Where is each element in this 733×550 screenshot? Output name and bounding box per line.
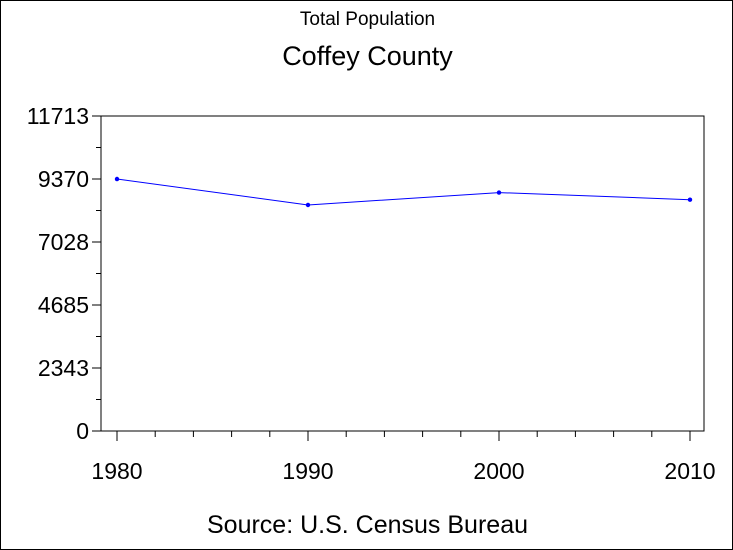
y-tick-label: 7028 xyxy=(38,229,89,255)
x-tick-label: 1990 xyxy=(282,458,333,484)
plot-area xyxy=(100,115,705,432)
x-axis: 1980 1990 2000 2010 xyxy=(91,431,716,484)
y-tick-label: 4685 xyxy=(38,292,89,318)
x-tick-label: 1980 xyxy=(91,458,142,484)
x-tick-label: 2010 xyxy=(664,458,715,484)
data-point xyxy=(305,202,311,208)
data-point xyxy=(114,176,120,182)
series-line xyxy=(116,178,691,206)
y-tick-label: 2343 xyxy=(38,355,89,381)
chart-subtitle: Coffey County xyxy=(282,41,453,71)
y-tick-label: 11713 xyxy=(27,103,89,129)
chart-footnote: Source: U.S. Census Bureau xyxy=(207,511,528,539)
y-axis: 0 2343 4685 7028 9370 11713 xyxy=(27,103,101,444)
y-tick-label: 0 xyxy=(76,418,89,444)
data-point xyxy=(687,197,693,202)
y-tick-label: 9370 xyxy=(38,166,89,192)
series-layer xyxy=(114,176,693,208)
x-tick-label: 2000 xyxy=(473,458,524,484)
chart-title: Total Population xyxy=(299,9,436,30)
data-point xyxy=(496,190,502,195)
